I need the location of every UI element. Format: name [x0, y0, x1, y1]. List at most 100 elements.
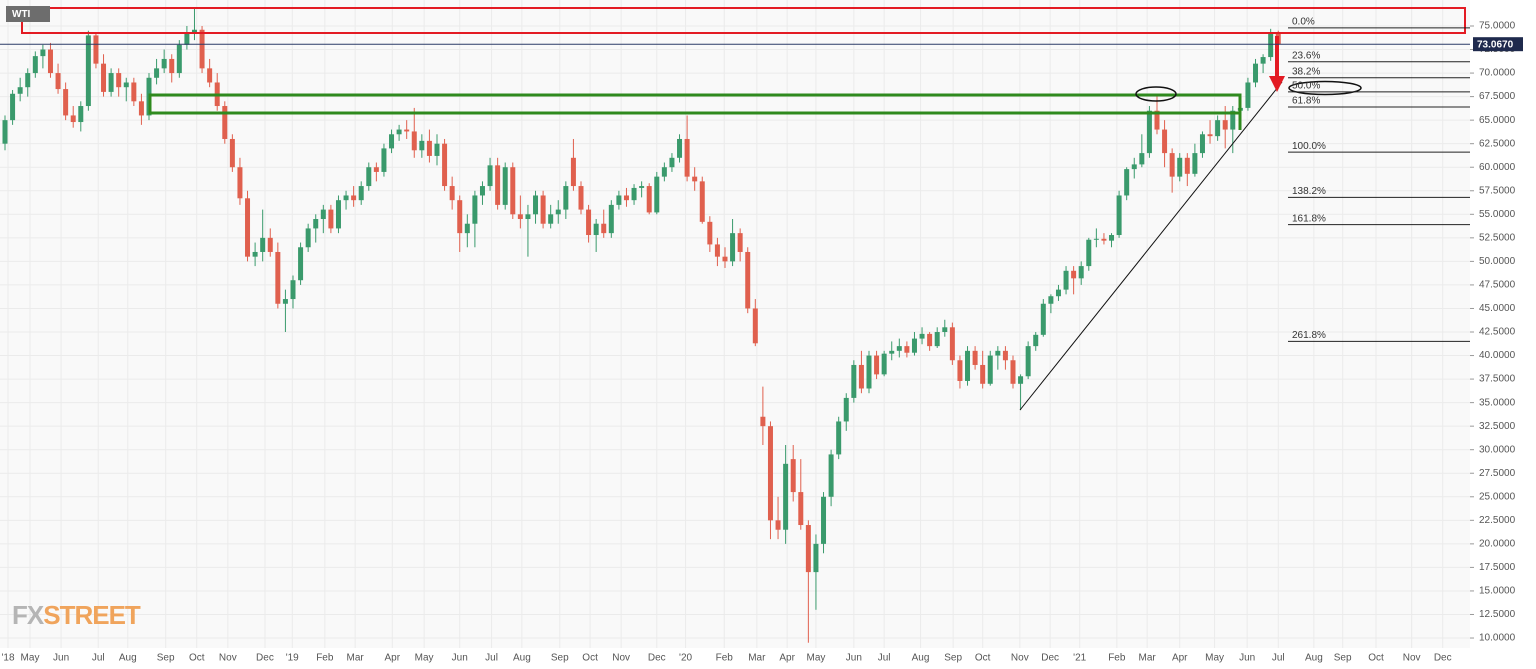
- y-tick-label: 22.5000: [1479, 515, 1516, 526]
- candle-body: [55, 73, 61, 90]
- x-tick-label: Dec: [256, 653, 274, 664]
- candle-body: [836, 421, 842, 455]
- candle-body: [851, 364, 857, 398]
- fib-level-label: 61.8%: [1292, 96, 1320, 107]
- watermark-fx: FX: [12, 600, 45, 630]
- candle-body: [889, 350, 895, 354]
- y-tick-label: 25.0000: [1479, 491, 1516, 502]
- drawings: [21, 7, 1466, 411]
- candle-body: [881, 353, 887, 375]
- candle-body: [85, 35, 91, 107]
- x-tick-label: Dec: [1041, 653, 1059, 664]
- candle-body: [184, 32, 190, 45]
- y-tick-label: 37.5000: [1479, 374, 1516, 385]
- candle-body: [866, 355, 872, 389]
- candle-body: [305, 228, 311, 248]
- candle-body: [1086, 239, 1092, 267]
- candle-body: [381, 148, 387, 172]
- candle-body: [40, 49, 46, 57]
- trend-line: [1019, 81, 1283, 411]
- candle-body: [548, 214, 554, 224]
- y-tick-label: 50.0000: [1479, 256, 1516, 267]
- candle-body: [343, 195, 349, 201]
- candle-body: [1184, 157, 1190, 174]
- candle-body: [639, 186, 645, 188]
- x-tick-label: Sep: [157, 653, 175, 664]
- candle-body: [275, 251, 281, 304]
- candle-body: [434, 143, 440, 156]
- x-tick-label: Aug: [1305, 653, 1323, 664]
- x-tick-label: Oct: [582, 653, 598, 664]
- candle-body: [1222, 120, 1228, 130]
- candle-body: [63, 89, 69, 116]
- x-tick-label: Mar: [748, 653, 766, 664]
- fib-level-label: 161.8%: [1292, 213, 1326, 224]
- x-tick-label: '19: [286, 653, 299, 664]
- candle-body: [730, 233, 736, 262]
- candle-body: [1002, 350, 1008, 361]
- candle-body: [1162, 129, 1168, 154]
- candle-body: [169, 58, 175, 74]
- highlight-ellipse: [1135, 86, 1177, 102]
- candle-body: [540, 195, 546, 224]
- candle-body: [555, 209, 561, 215]
- candle-body: [919, 333, 925, 339]
- x-tick-label: Aug: [912, 653, 930, 664]
- candle-body: [298, 247, 304, 281]
- candle-body: [1192, 153, 1198, 174]
- candle-body: [669, 157, 675, 168]
- candle-body: [745, 251, 751, 309]
- candle-body: [1177, 157, 1183, 177]
- candle-body: [942, 327, 948, 333]
- candle-body: [661, 167, 667, 177]
- watermark-street: STREET: [43, 600, 141, 630]
- fib-level-label: 261.8%: [1292, 330, 1326, 341]
- candle-body: [1146, 110, 1152, 154]
- x-tick-label: May: [415, 653, 434, 664]
- candle-body: [426, 140, 432, 156]
- x-tick-label: '21: [1073, 653, 1086, 664]
- fib-level-label: 23.6%: [1292, 50, 1320, 61]
- x-tick-label: Sep: [944, 653, 962, 664]
- candle-body: [1033, 334, 1039, 347]
- candle-body: [1253, 63, 1259, 83]
- y-tick-label: 52.5000: [1479, 232, 1516, 243]
- candle-body: [17, 87, 23, 94]
- candle-body: [1078, 266, 1084, 279]
- y-tick-label: 17.5000: [1479, 562, 1516, 573]
- candle-body: [775, 520, 781, 530]
- candle-body: [1260, 57, 1266, 64]
- candle-body: [684, 138, 690, 177]
- candle-body: [1109, 235, 1115, 241]
- candle-body: [813, 543, 819, 573]
- candle-body: [411, 131, 417, 151]
- candle-body: [972, 350, 978, 365]
- candle-body: [457, 200, 463, 234]
- x-tick-label: Mar: [347, 653, 365, 664]
- y-tick-label: 10.0000: [1479, 633, 1516, 644]
- candle-body: [654, 176, 660, 213]
- candle-body: [199, 29, 205, 69]
- x-tick-label: Nov: [612, 653, 630, 664]
- x-tick-label: Dec: [1434, 653, 1452, 664]
- candle-body: [714, 244, 720, 257]
- candle-body: [623, 195, 629, 201]
- candle-body: [586, 209, 592, 236]
- y-tick-label: 70.0000: [1479, 68, 1516, 79]
- candle-body: [843, 397, 849, 422]
- candle-body: [1101, 238, 1107, 241]
- fib-level-label: 0.0%: [1292, 17, 1315, 28]
- candle-body: [858, 364, 864, 389]
- candle-body: [699, 181, 705, 222]
- x-tick-label: Jul: [92, 653, 105, 664]
- highlight-ellipse: [1288, 80, 1362, 96]
- x-tick-label: Apr: [779, 653, 795, 664]
- candle-body: [783, 463, 789, 530]
- candle-body: [93, 35, 99, 64]
- candle-body: [101, 63, 107, 92]
- candle-body: [995, 350, 1001, 356]
- x-tick-label: '18: [2, 653, 15, 664]
- x-tick-label: Jul: [1272, 653, 1285, 664]
- candle-body: [373, 167, 379, 172]
